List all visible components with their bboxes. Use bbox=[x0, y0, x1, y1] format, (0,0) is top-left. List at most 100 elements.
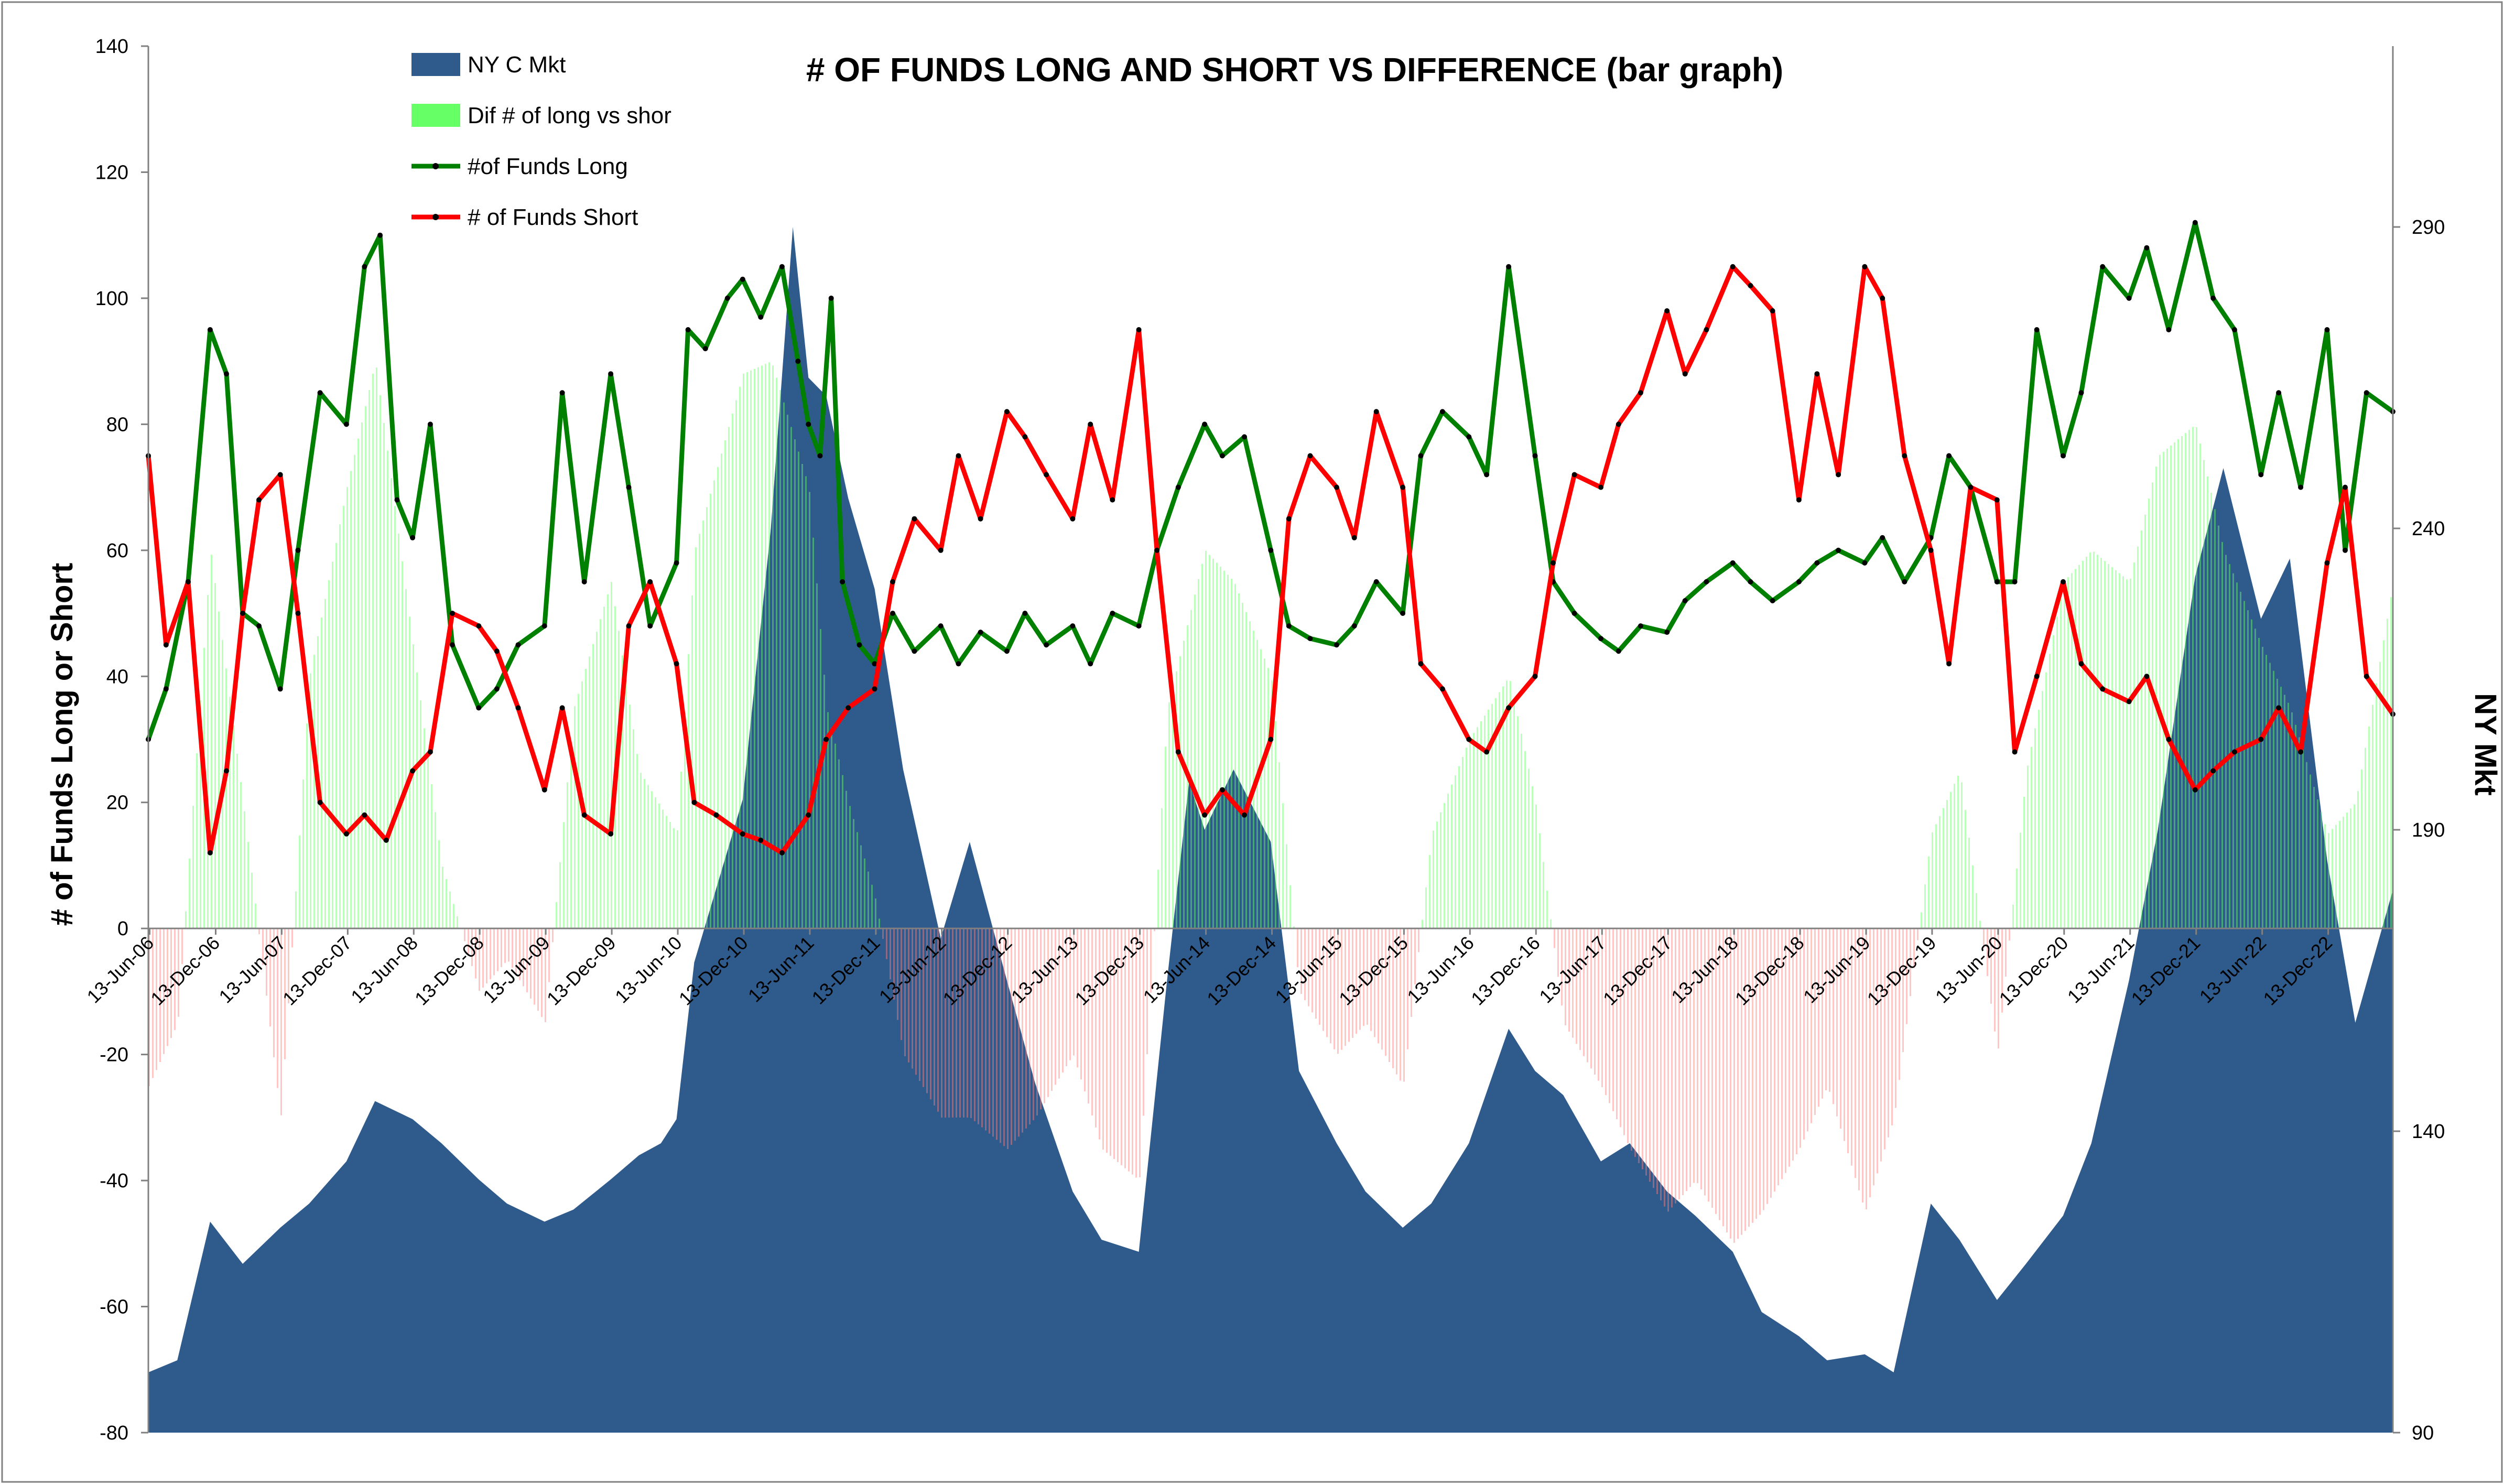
difference-bar bbox=[1535, 804, 1537, 929]
difference-bar bbox=[376, 367, 377, 929]
legend-swatch-marker bbox=[432, 214, 439, 220]
difference-bar bbox=[2060, 598, 2062, 929]
difference-bar bbox=[1220, 567, 1221, 929]
funds-long-marker bbox=[1268, 547, 1274, 553]
difference-bar bbox=[2236, 582, 2238, 929]
difference-bar bbox=[2368, 726, 2370, 929]
difference-bar bbox=[2001, 928, 2003, 1013]
funds-short-marker bbox=[2078, 661, 2084, 667]
difference-bar bbox=[1917, 928, 1918, 940]
funds-short-marker bbox=[758, 837, 764, 843]
difference-bar bbox=[1708, 928, 1709, 1202]
difference-bar bbox=[1759, 928, 1761, 1215]
difference-bar bbox=[2053, 635, 2054, 929]
difference-bar bbox=[1851, 928, 1852, 1166]
funds-long-marker bbox=[674, 560, 679, 566]
difference-bar bbox=[717, 467, 719, 929]
difference-bar bbox=[2020, 832, 2021, 929]
difference-bar bbox=[1855, 928, 1856, 1178]
funds-short-marker bbox=[476, 623, 482, 629]
difference-bar bbox=[1733, 928, 1735, 1243]
difference-bar bbox=[343, 505, 344, 929]
difference-bar bbox=[688, 654, 689, 929]
difference-bar bbox=[706, 507, 708, 929]
funds-long-marker bbox=[2166, 327, 2172, 332]
funds-short-marker bbox=[185, 579, 191, 584]
difference-bar bbox=[2188, 430, 2190, 929]
difference-bar bbox=[185, 911, 187, 929]
difference-bar bbox=[1066, 928, 1067, 1067]
funds-short-marker bbox=[691, 799, 697, 805]
difference-bar bbox=[937, 928, 939, 1112]
funds-long-marker bbox=[224, 371, 229, 377]
difference-bar bbox=[2056, 616, 2058, 929]
difference-bar bbox=[420, 700, 421, 929]
difference-bar bbox=[346, 487, 348, 929]
funds-long-marker bbox=[1748, 579, 1753, 584]
difference-bar bbox=[1873, 928, 1874, 1186]
difference-bar bbox=[1058, 928, 1060, 1079]
funds-long-marker bbox=[1506, 264, 1512, 269]
difference-bar bbox=[1994, 928, 1996, 1032]
funds-short-marker bbox=[2100, 686, 2106, 692]
difference-bar bbox=[915, 928, 917, 1075]
y-left-tick-label: 140 bbox=[95, 36, 128, 58]
funds-short-marker bbox=[626, 623, 632, 629]
funds-long-marker bbox=[1704, 579, 1709, 584]
difference-bar bbox=[1132, 928, 1133, 1175]
funds-long-marker bbox=[394, 497, 400, 503]
difference-bar bbox=[258, 928, 260, 935]
difference-bar bbox=[435, 812, 436, 929]
difference-bar bbox=[1110, 928, 1111, 1156]
difference-bar bbox=[178, 928, 179, 1017]
funds-long-marker bbox=[1836, 547, 1841, 553]
difference-bar bbox=[1847, 928, 1849, 1154]
difference-bar bbox=[2229, 564, 2230, 929]
difference-bar bbox=[1579, 928, 1581, 1050]
difference-bar bbox=[1190, 610, 1192, 929]
difference-bar bbox=[1737, 928, 1739, 1239]
difference-bar bbox=[1359, 928, 1361, 1030]
difference-bar bbox=[273, 928, 275, 1057]
legend-swatch bbox=[411, 53, 460, 76]
difference-bar bbox=[1352, 928, 1353, 1038]
difference-bar bbox=[2354, 804, 2355, 929]
funds-long-marker bbox=[2061, 453, 2066, 459]
difference-bar bbox=[1036, 928, 1038, 1115]
funds-long-marker bbox=[317, 390, 323, 396]
difference-bar bbox=[324, 599, 326, 929]
difference-bar bbox=[1598, 928, 1599, 1081]
difference-bar bbox=[1521, 733, 1522, 929]
funds-long-marker bbox=[2231, 327, 2237, 332]
difference-bar bbox=[1396, 928, 1397, 1075]
difference-bar bbox=[233, 725, 234, 929]
funds-short-marker bbox=[1175, 749, 1181, 755]
funds-long-marker bbox=[956, 661, 961, 667]
difference-bar bbox=[812, 537, 814, 929]
funds-short-marker bbox=[1286, 516, 1292, 522]
difference-bar bbox=[449, 891, 451, 929]
y-right-tick-label: 90 bbox=[2412, 1422, 2434, 1444]
difference-bar bbox=[864, 858, 865, 929]
difference-bar bbox=[2163, 451, 2164, 929]
difference-bar bbox=[1341, 928, 1342, 1050]
difference-bar bbox=[2016, 869, 2018, 929]
difference-bar bbox=[2174, 442, 2175, 929]
funds-long-marker bbox=[1110, 611, 1115, 616]
difference-bar bbox=[710, 493, 711, 929]
funds-short-marker bbox=[240, 611, 245, 616]
difference-bar bbox=[2350, 808, 2351, 929]
difference-bar bbox=[1682, 928, 1684, 1195]
difference-bar bbox=[1436, 821, 1438, 929]
funds-long-marker bbox=[828, 295, 834, 301]
difference-bar bbox=[1018, 928, 1020, 1137]
difference-bar bbox=[530, 928, 532, 999]
difference-bar bbox=[834, 743, 836, 929]
difference-bar bbox=[2379, 662, 2381, 929]
difference-bar bbox=[2280, 687, 2282, 929]
difference-bar bbox=[622, 655, 623, 929]
difference-bar bbox=[2108, 564, 2109, 929]
difference-bar bbox=[644, 779, 645, 929]
difference-bar bbox=[181, 928, 183, 965]
